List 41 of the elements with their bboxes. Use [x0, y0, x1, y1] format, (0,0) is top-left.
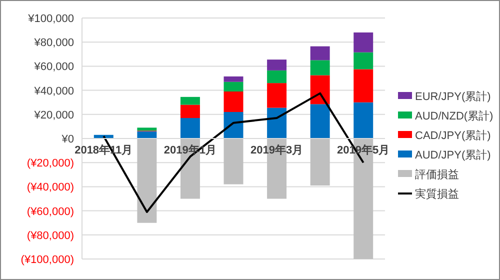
bar: [180, 118, 200, 138]
bar: [354, 52, 374, 70]
bar: [310, 46, 330, 60]
legend-label: 実質損益: [415, 188, 459, 200]
bar: [137, 131, 157, 138]
y-tick-label: (¥20,000): [26, 158, 74, 170]
bar: [267, 60, 287, 70]
bar: [180, 104, 200, 118]
y-tick-label: (¥100,000): [20, 254, 74, 266]
bar: [224, 82, 244, 92]
y-tick-label: (¥40,000): [26, 182, 74, 194]
y-tick-label: ¥0: [60, 134, 74, 146]
legend-label: CAD/JPY(累計): [415, 129, 491, 142]
bar: [267, 108, 287, 138]
y-tick-label: ¥60,000: [33, 61, 74, 74]
bar: [354, 69, 374, 102]
y-tick-label: ¥20,000: [33, 109, 74, 122]
bar: [310, 104, 330, 138]
bar: [267, 83, 287, 108]
legend-label: AUD/NZD(累計): [415, 110, 494, 122]
bar: [354, 32, 374, 52]
bar: [224, 76, 244, 82]
bar: [267, 70, 287, 84]
y-tick-label: (¥60,000): [26, 206, 74, 218]
bar: [224, 138, 244, 184]
bar: [224, 92, 244, 112]
y-tick-label: ¥100,000: [27, 13, 74, 25]
legend-label: 評価損益: [415, 168, 459, 181]
legend-label: AUD/JPY(累計): [415, 148, 491, 162]
bar: [310, 75, 330, 104]
bar: [180, 96, 200, 105]
bar: [137, 128, 157, 131]
x-tick-label: 2019年3月: [250, 144, 304, 156]
legend-label: EUR/JPY(累計): [415, 90, 491, 103]
y-tick-label: ¥80,000: [33, 37, 74, 50]
y-tick-label: ¥40,000: [33, 85, 74, 98]
bar: [310, 138, 330, 186]
bar: [310, 60, 330, 76]
y-tick-label: (¥80,000): [26, 230, 74, 242]
bar: [137, 138, 157, 223]
bar: [354, 102, 374, 138]
